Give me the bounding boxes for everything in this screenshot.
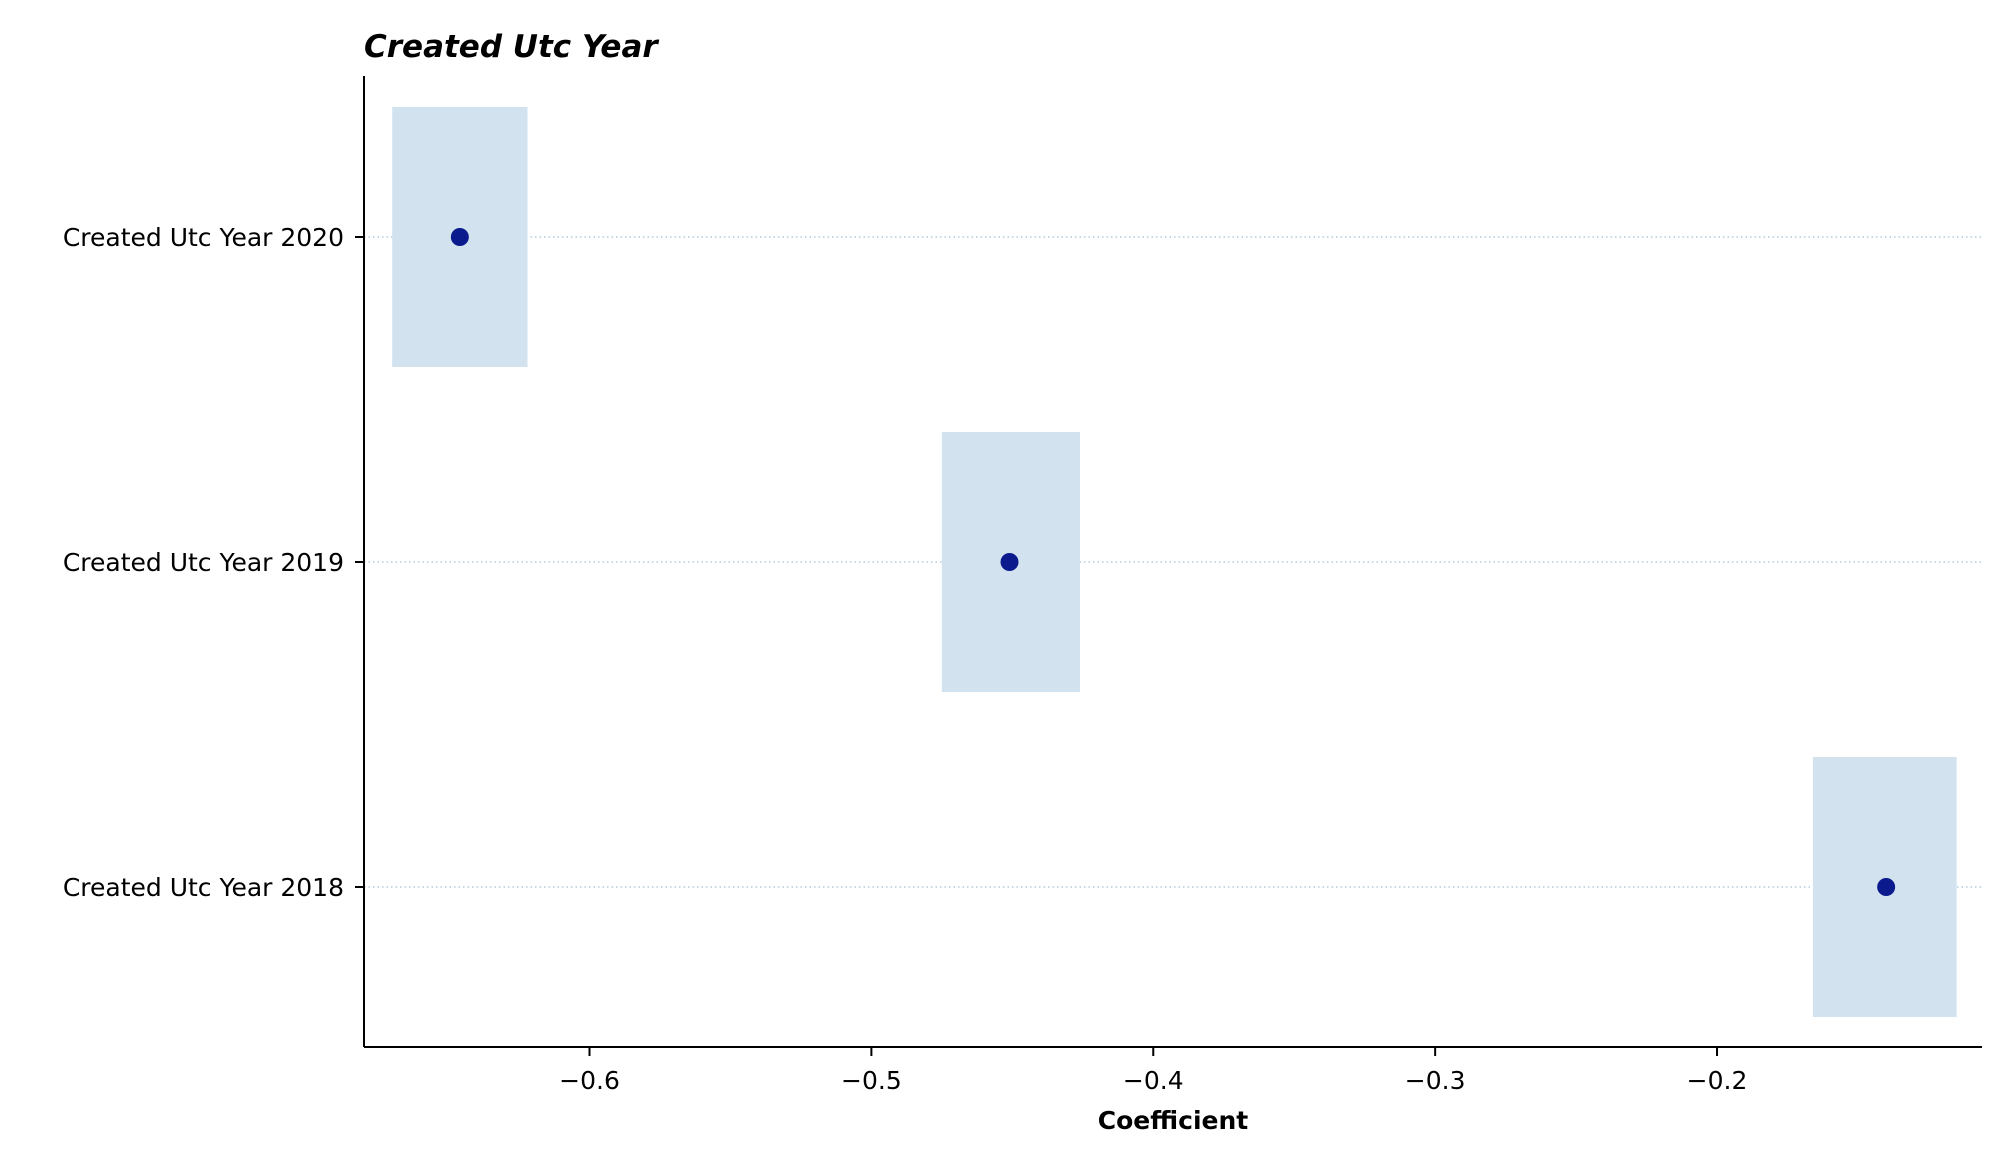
y-tick-label: Created Utc Year 2020	[63, 223, 344, 252]
x-tick-label: −0.5	[841, 1066, 902, 1095]
grid-layer	[364, 236, 1982, 888]
y-tick-label: Created Utc Year 2018	[63, 873, 344, 902]
coefficient-point	[1000, 553, 1019, 571]
point-layer	[450, 228, 1896, 896]
y-tick-label: Created Utc Year 2019	[63, 548, 344, 577]
coefficient-point	[1877, 878, 1896, 896]
x-axis-label: Coefficient	[1098, 1106, 1249, 1135]
coefficient-point	[450, 228, 469, 246]
chart-title: Created Utc Year	[364, 29, 659, 65]
x-tick-label: −0.3	[1405, 1066, 1466, 1095]
x-tick-label: −0.4	[1123, 1066, 1184, 1095]
x-tick-layer: −0.6 −0.5 −0.4 −0.3 −0.2	[559, 1047, 1747, 1095]
x-tick-label: −0.2	[1687, 1066, 1748, 1095]
axis-layer	[363, 76, 1982, 1048]
y-tick-layer: Created Utc Year 2020 Created Utc Year 20…	[63, 223, 364, 902]
x-tick-label: −0.6	[559, 1066, 620, 1095]
